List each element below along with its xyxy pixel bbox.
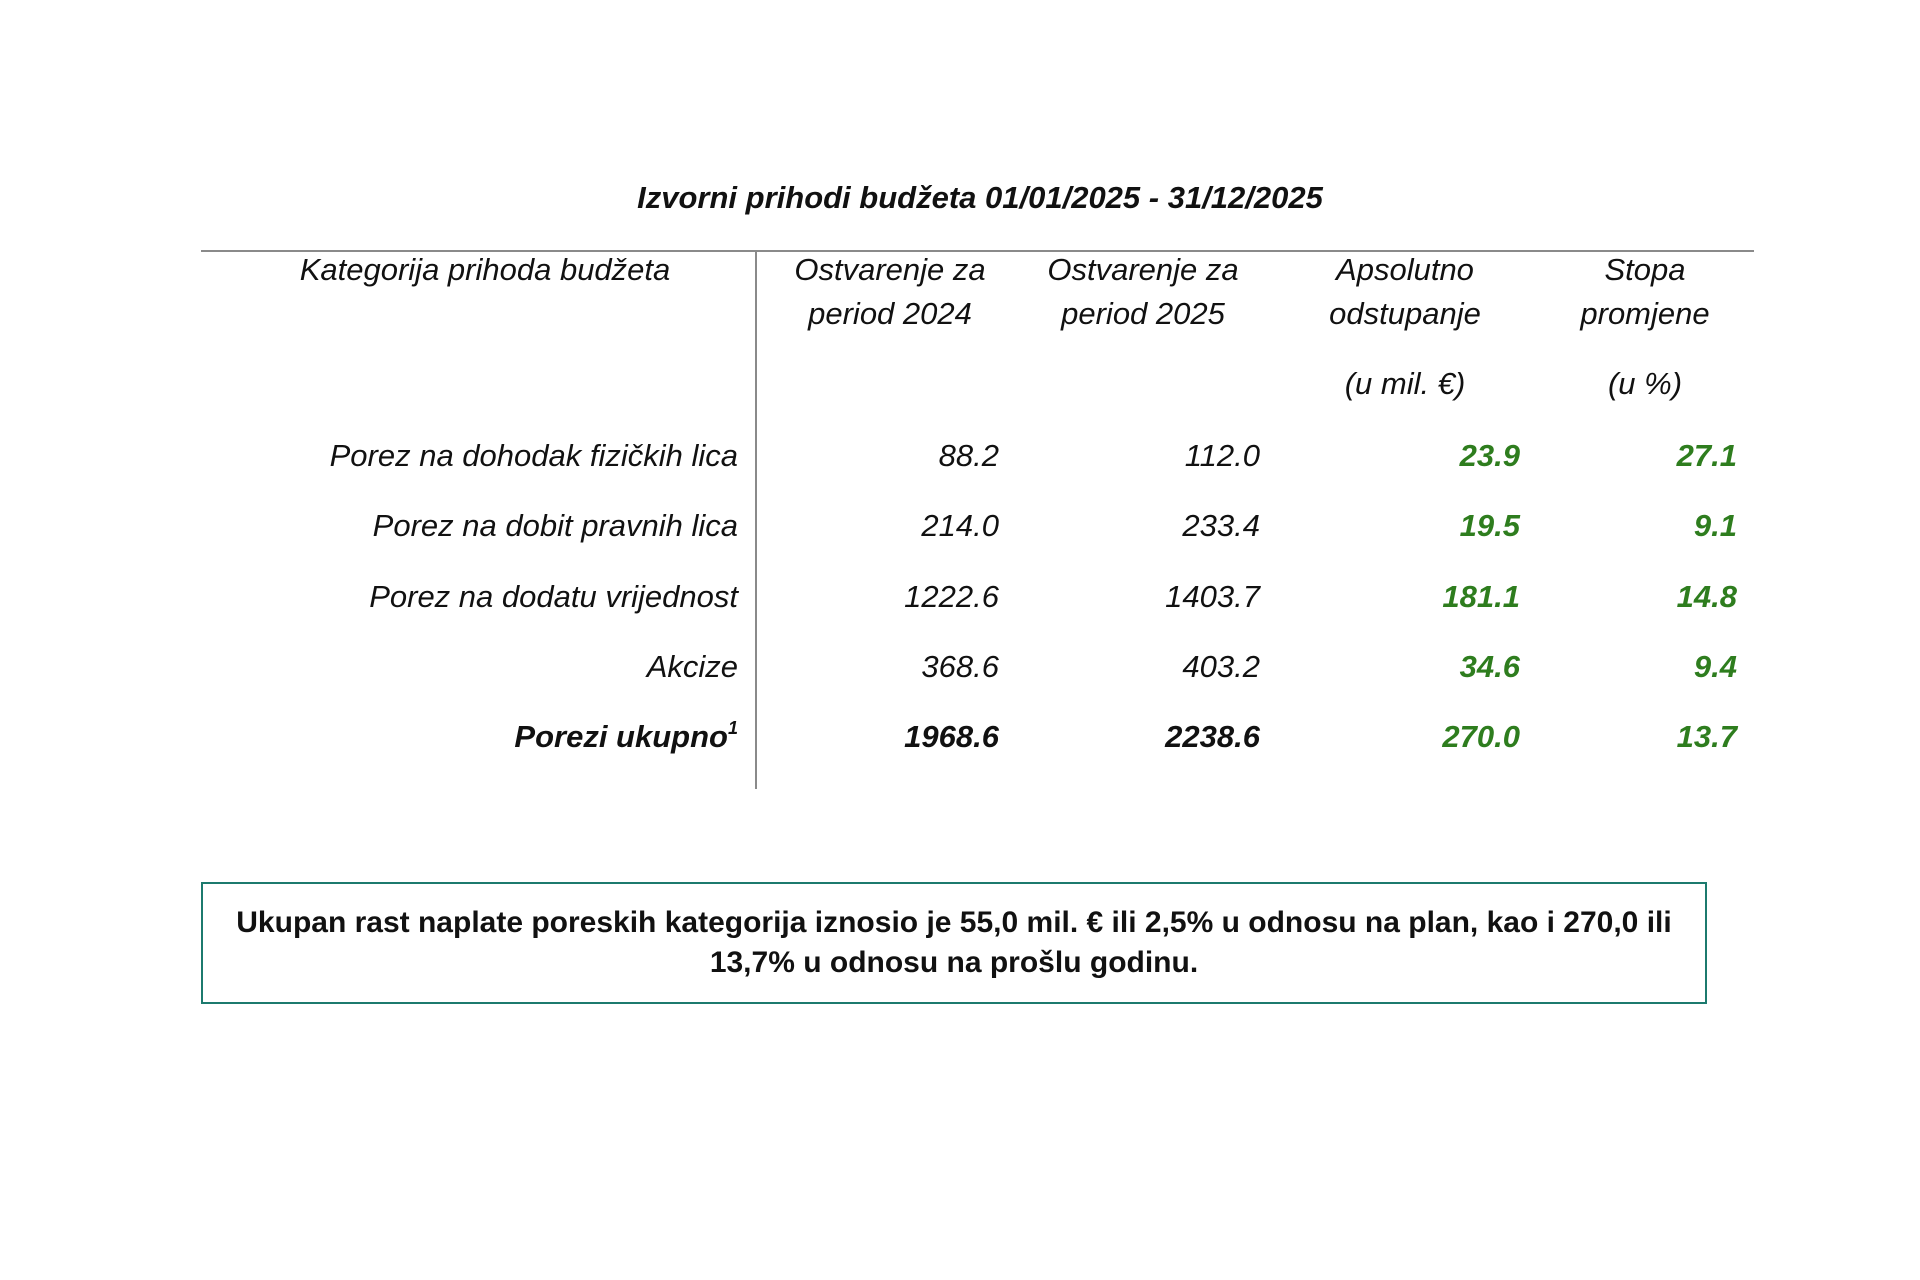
row-value-rate: 9.4	[1693, 649, 1737, 684]
header-category: Kategorija prihoda budžeta	[299, 252, 671, 287]
row-value-absolute: 19.5	[1459, 508, 1520, 543]
total-row-label: Porezi ukupno1	[245, 715, 738, 759]
summary-text: Ukupan rast naplate poreskih kategorija …	[236, 906, 1672, 979]
row-value-absolute: 181.1	[1442, 579, 1520, 614]
row-value-2025: 1403.7	[1165, 579, 1260, 614]
row-value-absolute: 23.9	[1459, 438, 1520, 473]
total-label-text: Porezi ukupno	[514, 719, 728, 754]
row-value-rate: 14.8	[1676, 579, 1737, 614]
row-value-2024: 1222.6	[904, 579, 999, 614]
header-rate-line1: Stopa	[1604, 252, 1686, 287]
header-2025-line2: period 2025	[1061, 296, 1225, 331]
row-value-2024: 88.2	[938, 438, 999, 473]
row-value-rate: 9.1	[1693, 508, 1737, 543]
row-value-2025: 233.4	[1182, 508, 1260, 543]
total-footnote-marker: 1	[727, 717, 738, 738]
row-value-2024: 214.0	[921, 508, 999, 543]
row-value-2024: 368.6	[921, 649, 999, 684]
header-absolute-unit: (u mil. €)	[1344, 366, 1466, 401]
total-value-2025: 2238.6	[1165, 719, 1260, 754]
header-rate-unit: (u %)	[1607, 366, 1683, 401]
row-label: Porez na dohodak fizičkih lica	[329, 438, 738, 473]
row-value-rate: 27.1	[1676, 438, 1737, 473]
page-title: Izvorni prihodi budžeta 01/01/2025 - 31/…	[637, 180, 1323, 215]
row-label: Akcize	[646, 649, 738, 684]
row-value-2025: 403.2	[1182, 649, 1260, 684]
header-2024-line1: Ostvarenje za	[794, 252, 986, 287]
header-rate-line2: promjene	[1580, 296, 1710, 331]
row-value-2025: 112.0	[1184, 438, 1260, 473]
row-label: Porez na dobit pravnih lica	[372, 508, 738, 543]
header-absolute-line2: odstupanje	[1329, 296, 1481, 331]
header-2024-line2: period 2024	[808, 296, 972, 331]
summary-box: Ukupan rast naplate poreskih kategorija …	[201, 882, 1707, 1004]
total-value-rate: 13.7	[1676, 719, 1737, 754]
header-absolute-line1: Apsolutno	[1336, 252, 1474, 287]
row-label: Porez na dodatu vrijednost	[369, 579, 738, 614]
table-column-divider	[755, 251, 757, 789]
header-2025-line1: Ostvarenje za	[1047, 252, 1239, 287]
row-value-absolute: 34.6	[1459, 649, 1520, 684]
table-top-rule	[201, 250, 1754, 252]
total-value-absolute: 270.0	[1442, 719, 1520, 754]
total-value-2024: 1968.6	[904, 719, 999, 754]
